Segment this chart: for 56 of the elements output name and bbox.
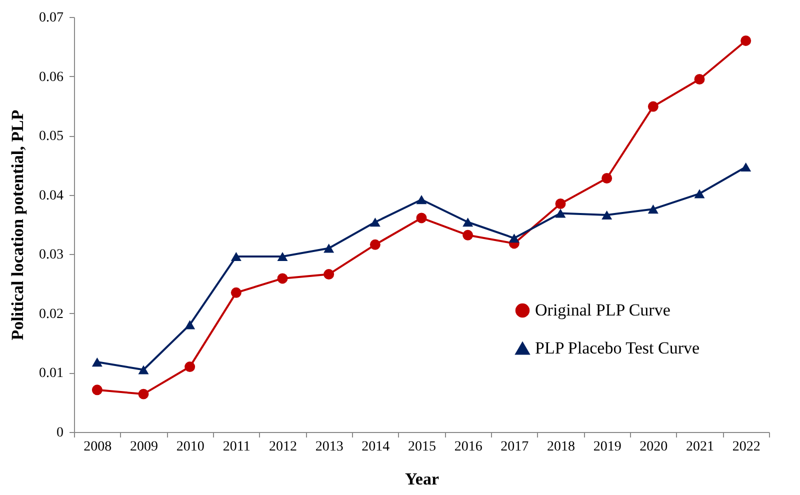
point (184, 320, 196, 330)
y-tick-label: 0.07 (39, 10, 64, 26)
y-axis-title: Political location potential, PLP (8, 110, 27, 340)
point (92, 384, 102, 396)
point (370, 218, 380, 227)
point (277, 273, 288, 284)
x-tick-label: 2019 (593, 440, 622, 454)
x-tick-label: 2008 (84, 440, 112, 454)
x-tick-label: 2014 (362, 440, 390, 454)
y-tick-label: 0.06 (39, 70, 64, 85)
point (462, 230, 474, 240)
point (138, 388, 149, 400)
x-tick-label: 2022 (732, 440, 760, 454)
point (740, 35, 752, 46)
y-tick-label: 0.03 (39, 248, 64, 263)
point (602, 210, 612, 220)
point (277, 252, 288, 262)
point (184, 362, 196, 372)
x-tick-label: 2009 (130, 440, 158, 454)
x-tick-label: 2013 (315, 440, 344, 454)
point (648, 204, 658, 214)
point (416, 195, 427, 204)
point (694, 189, 705, 198)
point (648, 101, 658, 112)
x-tick-label: 2018 (547, 440, 575, 454)
x-tick-label: 2015 (408, 440, 436, 454)
x-tick-label: 2012 (269, 440, 297, 454)
point (370, 239, 380, 250)
point (138, 365, 149, 374)
x-tick-label: 2011 (222, 440, 250, 454)
point (508, 234, 520, 243)
x-tick-label: 2020 (640, 440, 668, 454)
point (230, 252, 242, 262)
y-tick-label: 0.04 (39, 188, 64, 204)
y-tick-label: 0.05 (39, 129, 64, 144)
point (555, 208, 566, 218)
legend-label: Original PLP Curve (535, 300, 670, 320)
y-tick-label: 0.01 (39, 366, 64, 382)
x-tick-label: 2016 (454, 440, 482, 454)
x-tick-label: 2010 (176, 440, 204, 454)
point (324, 244, 334, 253)
x-tick-label: 2017 (500, 440, 529, 454)
legend-label: PLP Placebo Test Curve (535, 338, 700, 358)
point (694, 74, 705, 84)
y-tick-label: 0 (56, 426, 64, 440)
x-tick-label: 2021 (686, 440, 714, 454)
y-tick-label: 0.02 (39, 306, 64, 322)
point (324, 269, 334, 280)
point (602, 173, 612, 184)
point (92, 358, 102, 367)
x-axis-title: Year (405, 470, 440, 488)
point (462, 218, 474, 227)
point (230, 287, 242, 298)
point (740, 162, 752, 172)
point (416, 212, 427, 224)
point (555, 198, 566, 209)
